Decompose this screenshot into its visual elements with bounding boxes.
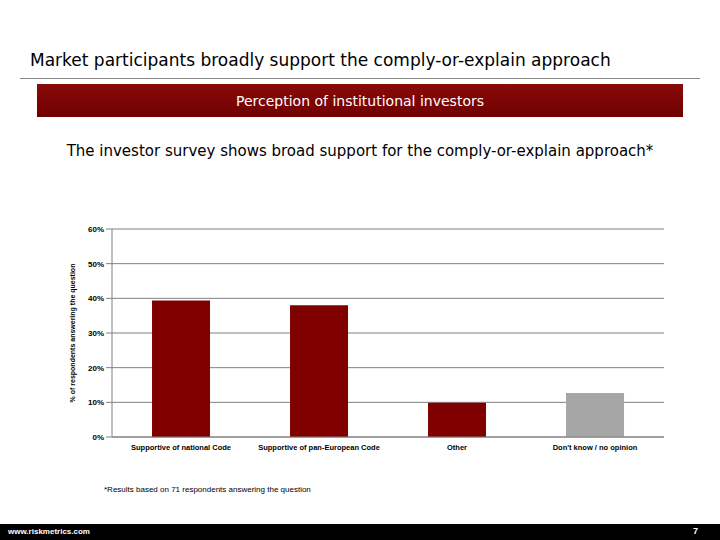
html-text:www.riskmetrics.com: www.riskmetrics.com bbox=[8, 527, 90, 536]
html-text:The investor survey shows broa: The investor survey shows broad support … bbox=[66, 142, 654, 160]
html-text:Market participants broadly su: Market participants broadly support the … bbox=[30, 50, 611, 70]
svg-text:40%: 40% bbox=[88, 294, 104, 303]
svg-text:Supportive of pan-European Cod: Supportive of pan-European Code bbox=[258, 443, 380, 452]
svg-text:20%: 20% bbox=[88, 364, 104, 373]
html-text:7: 7 bbox=[693, 526, 698, 536]
html-text:*Results based on 71 responden: *Results based on 71 respondents answeri… bbox=[104, 485, 311, 494]
svg-text:Don't know / no opinion: Don't know / no opinion bbox=[553, 443, 638, 452]
svg-text:10%: 10% bbox=[88, 398, 104, 407]
svg-text:0%: 0% bbox=[92, 433, 104, 442]
svg-text:30%: 30% bbox=[88, 329, 104, 338]
svg-text:60%: 60% bbox=[88, 225, 104, 234]
svg-text:Supportive of national Code: Supportive of national Code bbox=[131, 443, 231, 452]
html-text:Perception of institutional in: Perception of institutional investors bbox=[236, 92, 484, 109]
svg-text:% of respondents answering the: % of respondents answering the question bbox=[69, 264, 77, 403]
svg-text:50%: 50% bbox=[88, 260, 104, 269]
svg-text:Other: Other bbox=[447, 443, 467, 452]
